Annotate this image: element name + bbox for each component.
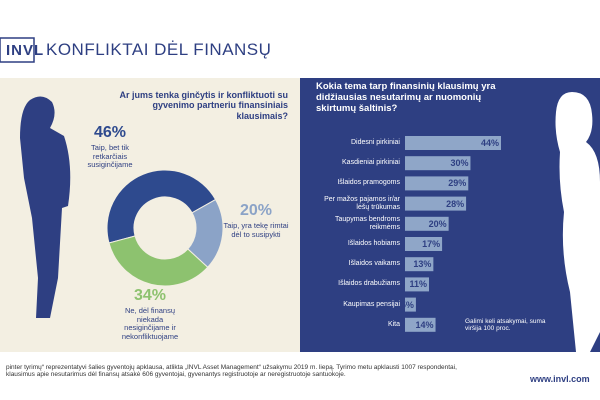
slice-label: Ne, dėl finansų niekada nesiginčijame ir… [121,306,179,341]
bar-label: Taupymas bendroms reikmėms [335,215,400,231]
bar [405,176,469,191]
bar-label: Kaupimas pensijai [343,300,400,308]
slice-label: Taip, yra tekę rimtai dėl to susipykti [223,221,289,239]
chart-note: Galimi keli atsakymai, suma viršija 100 … [465,318,546,333]
donut-slice [106,169,217,244]
slice-label: Taip, bet tik retkarčiais susiginčijame [87,143,133,170]
logo: INVL [6,42,45,59]
logo-box [0,37,35,63]
bar-label: Didesni pirkiniai [350,138,400,146]
value-label: 14% [415,319,434,330]
value-label: 11% [409,279,427,290]
bar-label: Kasdieniai pirkiniai [342,159,400,167]
chart-title: Kokia tema tarp finansinių klausimų yra … [316,81,496,114]
bar [405,297,416,312]
value-label: 5% [400,299,414,310]
bar [405,156,471,171]
value-label: 20% [239,202,273,219]
donut-slice [108,235,209,287]
bar-label: Išlaidos pramogoms [337,179,400,187]
value-label: 13% [413,259,432,270]
value-label: 34% [133,287,167,304]
bar [405,216,449,231]
value-label: 28% [446,198,465,209]
source-note: pinter tyrimų“ reprezentatyvi šalies gyv… [6,364,457,379]
right-panel [300,78,600,352]
bar [405,136,501,150]
chart-title: Ar jums tenka ginčytis ir konfliktuoti s… [119,90,288,121]
value-label: 20% [428,218,447,229]
website: www.invl.com [530,374,590,384]
bar [405,317,436,332]
value-label: 17% [422,239,441,249]
bar-label: Kita [387,320,400,328]
value-label: 29% [448,178,467,189]
bar-label: Išlaidos vaikams [348,260,400,268]
bar-label: Išlaidos drabužiams [338,280,400,288]
bar [405,237,443,251]
bar [405,277,429,292]
value-label: 30% [450,158,469,169]
man-silhouette [20,96,71,318]
bar-label: Išlaidos hobiams [347,239,400,247]
bar [405,196,467,211]
page-title: KONFLIKTAI DĖL FINANSŲ [46,40,272,59]
bar [405,257,434,272]
value-label: 44% [480,138,499,148]
woman-silhouette [555,92,600,352]
value-label: 46% [93,124,127,141]
bar-label: Per mažos pajamos ir/ar lėšų trūkumas [324,195,400,211]
